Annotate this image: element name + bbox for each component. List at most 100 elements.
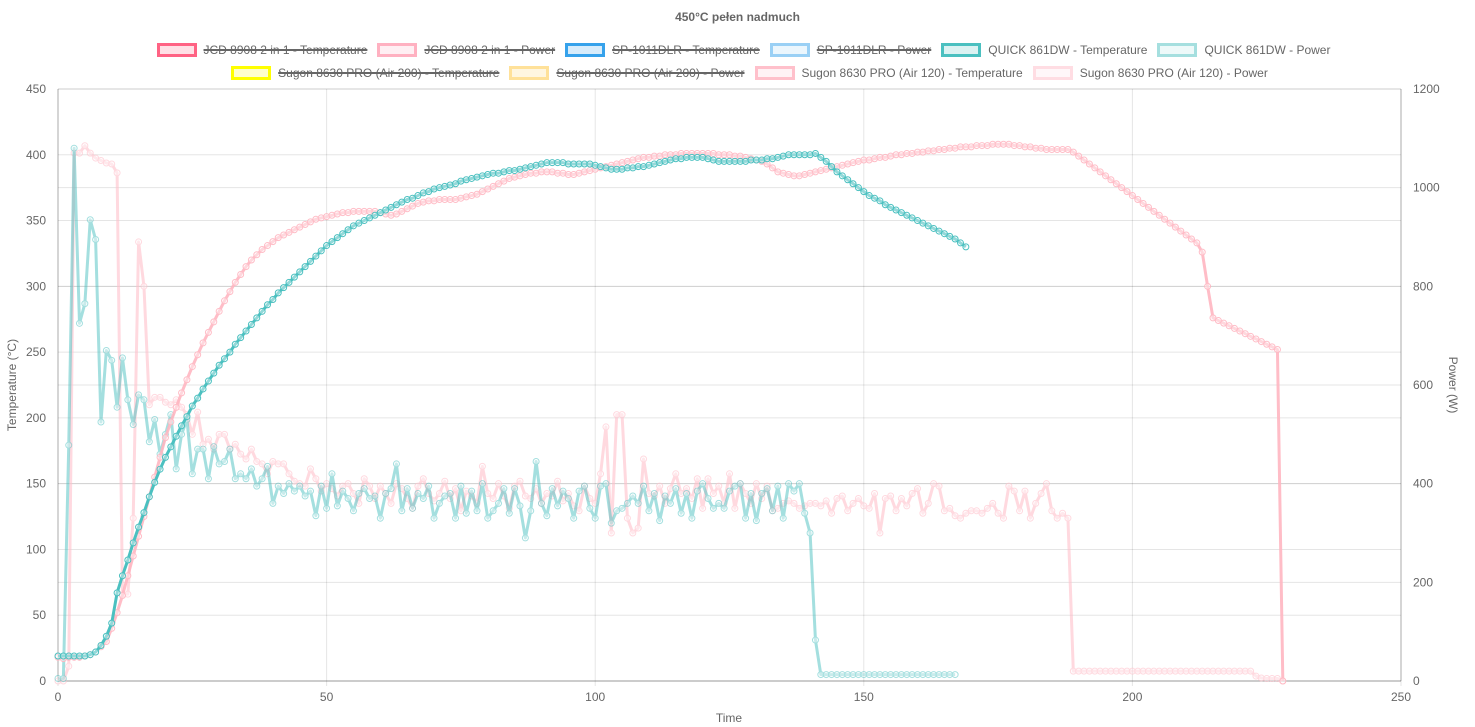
data-point [113,169,121,177]
data-point [1010,487,1018,495]
data-point [860,188,868,196]
data-point [897,209,905,217]
data-point [414,490,422,498]
data-point [564,160,572,168]
data-point [532,457,540,465]
data-point [962,143,970,151]
data-point [580,482,588,490]
data-point [409,202,417,210]
data-point [956,239,964,247]
data-point [554,502,562,510]
data-point [435,499,443,507]
data-point [1037,490,1045,498]
data-point [607,519,615,527]
data-point [865,192,873,200]
data-point [924,671,932,679]
data-point [1171,667,1179,675]
data-point [280,231,288,239]
data-point [1230,324,1238,332]
data-point [371,211,379,219]
legend-item-jcd-power[interactable]: JCD 8908 2 in 1 - Power [377,43,555,57]
data-point [570,514,578,522]
data-point [903,211,911,219]
data-point [102,159,110,167]
data-point [1118,184,1126,192]
data-point [828,671,836,679]
data-point [473,190,481,198]
data-point [640,153,648,161]
data-point [677,149,685,157]
data-point [989,499,997,507]
y-left-tick-label: 450 [26,82,46,96]
data-point [355,207,363,215]
legend-item-sugon-air200-temperature[interactable]: Sugon 8630 PRO (Air 200) - Temperature [231,66,499,80]
data-point [736,480,744,488]
data-point [914,671,922,679]
x-tick-label: 200 [1122,690,1142,704]
data-point [140,396,148,404]
legend-item-quick-power[interactable]: QUICK 861DW - Power [1157,43,1330,57]
data-point [65,652,73,660]
data-point [242,263,250,271]
data-point [715,499,723,507]
data-point [1107,176,1115,184]
data-point [161,453,169,461]
data-point [188,470,196,478]
data-point [1220,319,1228,327]
data-point [683,485,691,493]
data-point [930,671,938,679]
data-point [226,348,234,356]
data-point [376,482,384,490]
y-right-tick-label: 200 [1413,575,1433,589]
data-point [731,157,739,165]
x-tick-label: 50 [320,690,334,704]
data-point [978,509,986,517]
data-point [1021,487,1029,495]
data-point [844,671,852,679]
data-point [258,245,266,253]
data-point [382,206,390,214]
data-point [865,671,873,679]
series-quick-861dw-temperature [54,149,970,660]
data-point [215,430,223,438]
legend-item-sugon-air120-temperature[interactable]: Sugon 8630 PRO (Air 120) - Temperature [754,66,1023,80]
data-point [774,482,782,490]
data-point [683,490,691,498]
data-point [118,354,126,362]
data-point [237,450,245,458]
legend-item-sugon-air200-power[interactable]: Sugon 8630 PRO (Air 200) - Power [509,66,745,80]
data-point [1204,667,1212,675]
data-point [382,490,390,498]
data-point [1241,667,1249,675]
data-point [108,356,116,364]
data-point [489,494,497,502]
data-point [677,509,685,517]
legend-item-sp1011dlr-power[interactable]: SP-1011DLR - Power [769,43,931,57]
data-point [1134,196,1142,204]
data-point [623,514,631,522]
data-point [1241,330,1249,338]
data-point [425,197,433,205]
legend-item-sugon-air120-power[interactable]: Sugon 8630 PRO (Air 120) - Power [1032,66,1268,80]
data-point [613,165,621,173]
data-point [135,391,143,399]
legend-item-quick-temperature[interactable]: QUICK 861DW - Temperature [941,43,1147,57]
data-point [607,165,615,173]
data-point [312,475,320,483]
data-point [537,499,545,507]
data-point [1048,507,1056,515]
data-point [1214,317,1222,325]
legend-item-jcd-temperature[interactable]: JCD 8908 2 in 1 - Temperature [156,43,367,57]
y-right-tick-label: 600 [1413,378,1433,392]
data-point [1032,144,1040,152]
data-point [838,172,846,180]
data-point [699,504,707,512]
data-point [795,480,803,488]
data-point [247,445,255,453]
legend-item-sp1011dlr-temperature[interactable]: SP-1011DLR - Temperature [565,43,760,57]
data-point [924,499,932,507]
data-point [1209,314,1217,322]
y-left-tick-label: 200 [26,411,46,425]
data-point [1279,677,1287,685]
